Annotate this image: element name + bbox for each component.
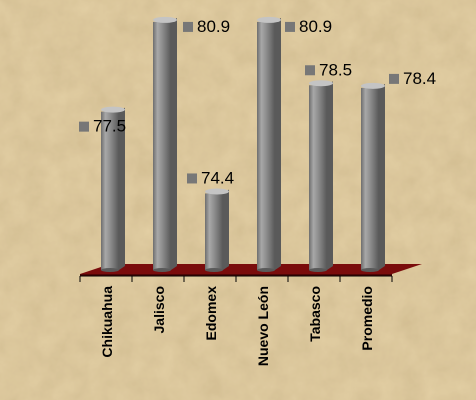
bar-side [119, 107, 125, 271]
bar-top [309, 80, 333, 87]
bar-base [153, 268, 171, 272]
bar-front [153, 21, 171, 270]
data-label: 80.9 [299, 17, 332, 36]
bar-front [257, 21, 275, 270]
data-label: 78.4 [403, 69, 436, 88]
bar-top [101, 106, 125, 113]
category-label: Chikuahua [99, 286, 115, 358]
bar-side [379, 83, 385, 270]
data-label-marker [187, 173, 197, 184]
bar-base [309, 268, 327, 272]
bar-top [205, 188, 229, 195]
bar-6 [361, 82, 385, 272]
category-label: Nuevo León [255, 286, 271, 366]
bar-side [223, 189, 229, 270]
bar-front [309, 85, 327, 271]
bar-base [101, 268, 119, 272]
bar-front [205, 193, 223, 270]
bar-base [361, 268, 379, 272]
bar-3 [205, 188, 229, 272]
data-label-marker [183, 21, 193, 32]
bar-1 [101, 106, 125, 272]
data-label: 74.4 [201, 168, 234, 187]
category-label: Edomex [203, 286, 219, 341]
bar-base [257, 268, 275, 272]
data-label-marker [285, 21, 295, 32]
category-label: Promedio [359, 286, 375, 351]
data-label-marker [305, 65, 315, 76]
bar-front [101, 111, 119, 271]
bar-base [205, 268, 223, 272]
bar-front [361, 87, 379, 270]
bar-4 [257, 16, 281, 272]
category-label: Tabasco [307, 286, 323, 342]
bar-side [171, 17, 177, 270]
bar-top [153, 16, 177, 23]
data-label: 77.5 [93, 117, 126, 136]
data-label: 78.5 [319, 60, 352, 79]
data-label-marker [389, 73, 399, 84]
bar-2 [153, 16, 177, 272]
category-label: Jalisco [151, 286, 167, 333]
bar-side [275, 17, 281, 270]
bar-top [257, 16, 281, 23]
bar-5 [309, 80, 333, 272]
data-label-marker [79, 121, 89, 132]
bar-side [327, 81, 333, 271]
data-label: 80.9 [197, 17, 230, 36]
bar-top [361, 82, 385, 89]
